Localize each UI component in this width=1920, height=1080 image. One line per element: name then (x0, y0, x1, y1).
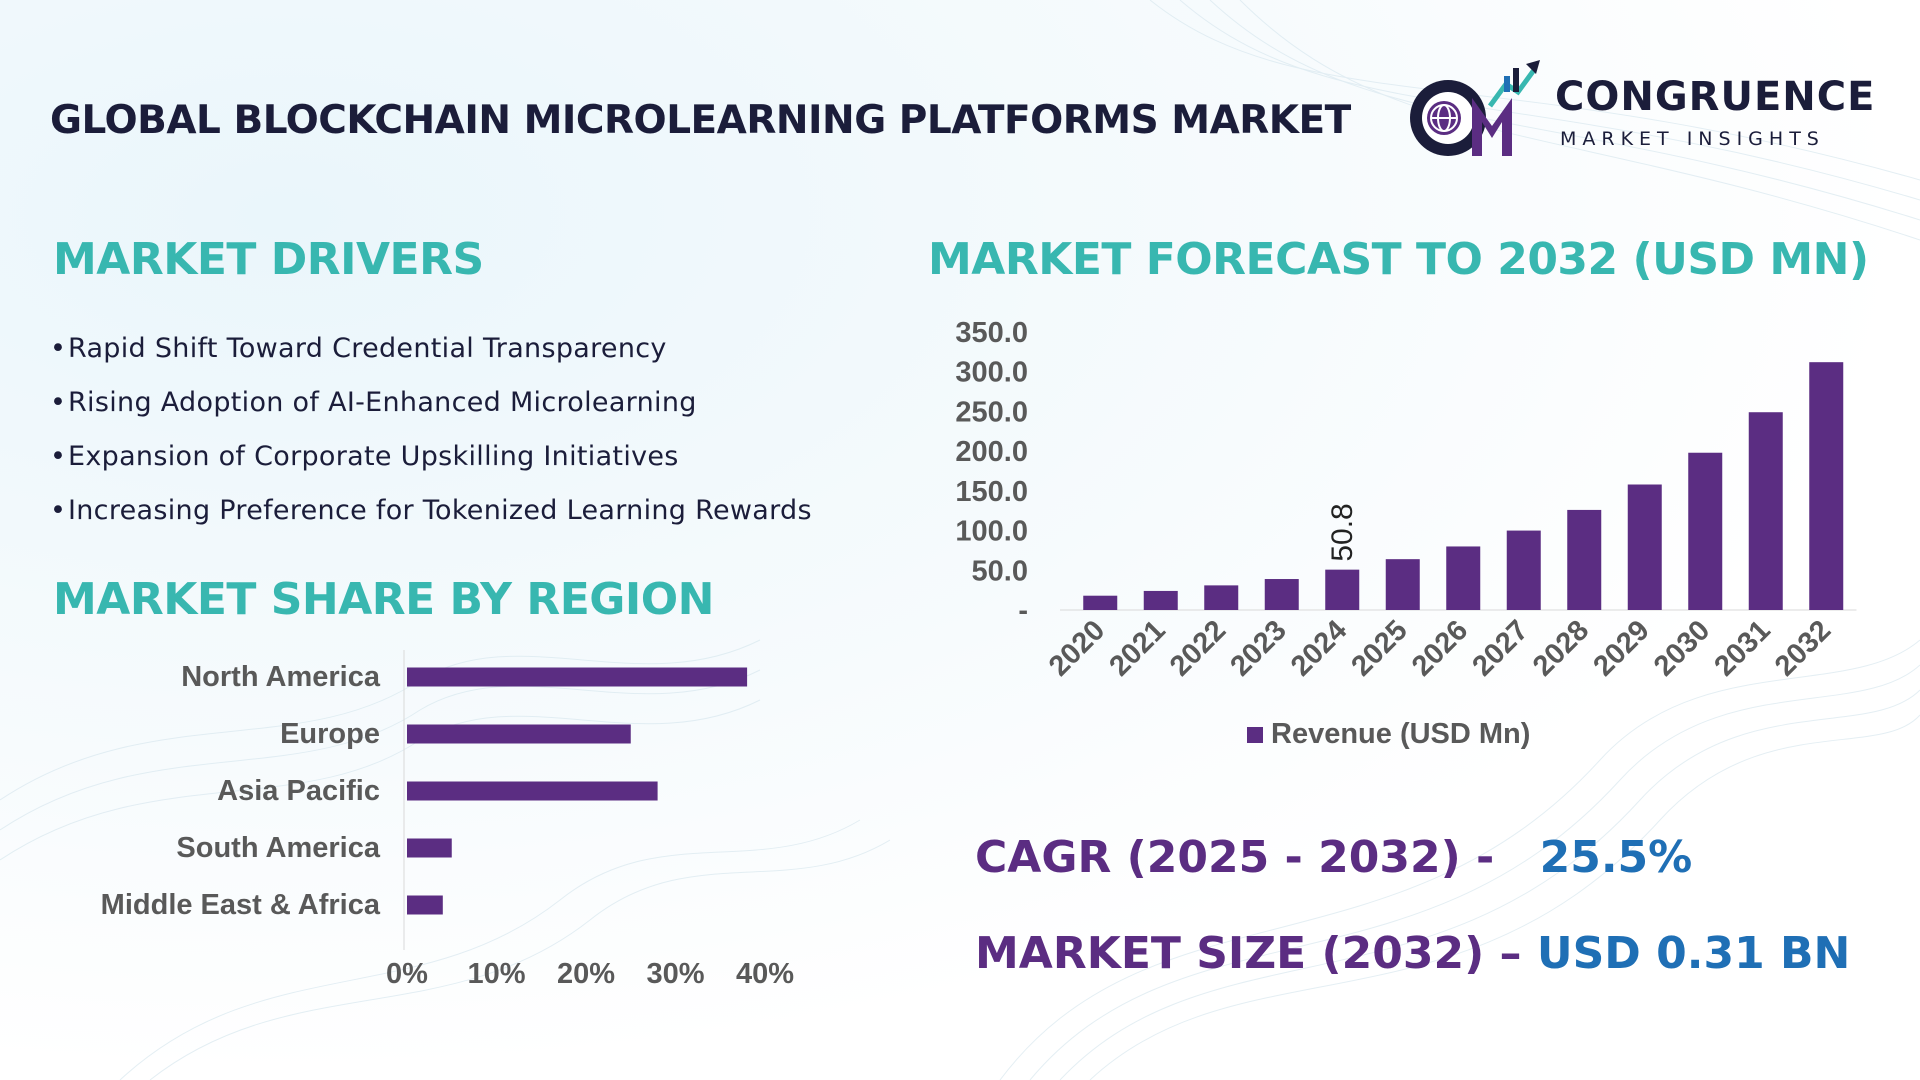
forecast-x-tick-label: 2028 (1527, 614, 1595, 682)
driver-text: Expansion of Corporate Upskilling Initia… (68, 441, 679, 472)
legend-label: Revenue (USD Mn) (1271, 718, 1530, 750)
forecast-x-tick-label: 2025 (1345, 614, 1413, 682)
forecast-x-tick-label: 2029 (1587, 614, 1655, 682)
region-x-tick-label: 0% (386, 958, 428, 990)
forecast-bar (1627, 484, 1662, 610)
logo-subtitle: MARKET INSIGHTS (1560, 128, 1825, 150)
brand-logo: CONGRUENCE MARKET INSIGHTS (1400, 56, 1880, 166)
forecast-bar (1143, 590, 1178, 610)
driver-item: •Rapid Shift Toward Credential Transpare… (50, 322, 812, 376)
logo-name: CONGRUENCE (1555, 74, 1876, 120)
forecast-x-tick-label: 2022 (1164, 614, 1232, 682)
region-x-tick-label: 10% (467, 958, 525, 990)
forecast-bar (1567, 509, 1602, 610)
driver-item: •Increasing Preference for Tokenized Lea… (50, 484, 812, 538)
forecast-y-tick-label: 300.0 (955, 357, 1028, 389)
page-title: GLOBAL BLOCKCHAIN MICROLEARNING PLATFORM… (50, 98, 1351, 143)
forecast-y-tick-label: 100.0 (955, 516, 1028, 548)
driver-item: •Expansion of Corporate Upskilling Initi… (50, 430, 812, 484)
region-bar (407, 781, 658, 801)
driver-text: Rising Adoption of AI-Enhanced Microlear… (68, 387, 697, 418)
region-bar (407, 895, 443, 915)
region-bar (407, 667, 748, 687)
forecast-bar (1446, 546, 1481, 610)
region-heading: MARKET SHARE BY REGION (53, 574, 715, 625)
legend-swatch (1247, 727, 1263, 743)
forecast-x-tick-label: 2024 (1285, 614, 1353, 682)
bullet-icon: • (50, 333, 67, 364)
forecast-bar (1325, 569, 1360, 610)
region-category-label: Asia Pacific (217, 775, 380, 807)
forecast-x-tick-label: 2023 (1224, 614, 1292, 682)
forecast-y-tick-label: 150.0 (955, 476, 1028, 508)
region-bar (407, 724, 631, 744)
forecast-y-tick-label: 50.0 (972, 555, 1028, 587)
driver-item: •Rising Adoption of AI-Enhanced Microlea… (50, 376, 812, 430)
bullet-icon: • (50, 495, 67, 526)
forecast-x-tick-label: 2021 (1103, 614, 1171, 682)
forecast-bar (1809, 362, 1844, 610)
market-size-label: MARKET SIZE (2032) – (975, 928, 1522, 979)
forecast-x-tick-label: 2026 (1406, 614, 1474, 682)
market-size-kpi: MARKET SIZE (2032) – USD 0.31 BN (975, 928, 1850, 979)
forecast-x-tick-label: 2031 (1708, 614, 1776, 682)
region-category-label: North America (181, 661, 381, 693)
region-category-label: Europe (280, 718, 380, 750)
forecast-x-tick-label: 2027 (1466, 614, 1534, 682)
region-bar (407, 838, 452, 858)
forecast-bar (1688, 452, 1723, 610)
driver-text: Increasing Preference for Tokenized Lear… (68, 495, 812, 526)
region-category-label: Middle East & Africa (101, 889, 381, 921)
region-x-tick-label: 30% (646, 958, 704, 990)
region-category-label: South America (176, 832, 380, 864)
drivers-heading: MARKET DRIVERS (53, 234, 484, 285)
cagr-value: 25.5% (1539, 832, 1693, 883)
region-share-chart: North America Europe Asia Pacific South Ame… (101, 650, 794, 990)
forecast-y-tick-label: 350.0 (955, 317, 1028, 349)
forecast-data-label: 50.8 (1326, 503, 1359, 561)
forecast-x-tick-label: 2030 (1648, 614, 1716, 682)
forecast-x-tick-label: 2032 (1769, 614, 1837, 682)
forecast-bar (1385, 559, 1420, 610)
forecast-y-tick-label: 250.0 (955, 396, 1028, 428)
forecast-chart: -50.0100.0150.0200.0250.0300.0350.020202… (955, 317, 1857, 750)
drivers-list: •Rapid Shift Toward Credential Transpare… (50, 322, 812, 538)
forecast-bar (1748, 412, 1783, 610)
bullet-icon: • (50, 441, 67, 472)
cagr-label: CAGR (2025 - 2032) - (975, 832, 1495, 883)
region-x-tick-label: 20% (557, 958, 615, 990)
forecast-bar (1083, 595, 1118, 610)
forecast-bar (1506, 530, 1541, 610)
forecast-bar (1204, 585, 1239, 610)
cagr-kpi: CAGR (2025 - 2032) - 25.5% (975, 832, 1692, 883)
logo-mark-icon (1410, 60, 1540, 156)
bullet-icon: • (50, 387, 67, 418)
forecast-bar (1264, 579, 1299, 610)
forecast-y-tick-label: 200.0 (955, 436, 1028, 468)
region-x-tick-label: 40% (736, 958, 794, 990)
forecast-x-tick-label: 2020 (1043, 614, 1111, 682)
driver-text: Rapid Shift Toward Credential Transparen… (68, 333, 667, 364)
market-size-value: USD 0.31 BN (1536, 928, 1851, 979)
forecast-heading: MARKET FORECAST TO 2032 (USD MN) (928, 234, 1869, 285)
forecast-y-tick-label: - (1018, 595, 1028, 627)
